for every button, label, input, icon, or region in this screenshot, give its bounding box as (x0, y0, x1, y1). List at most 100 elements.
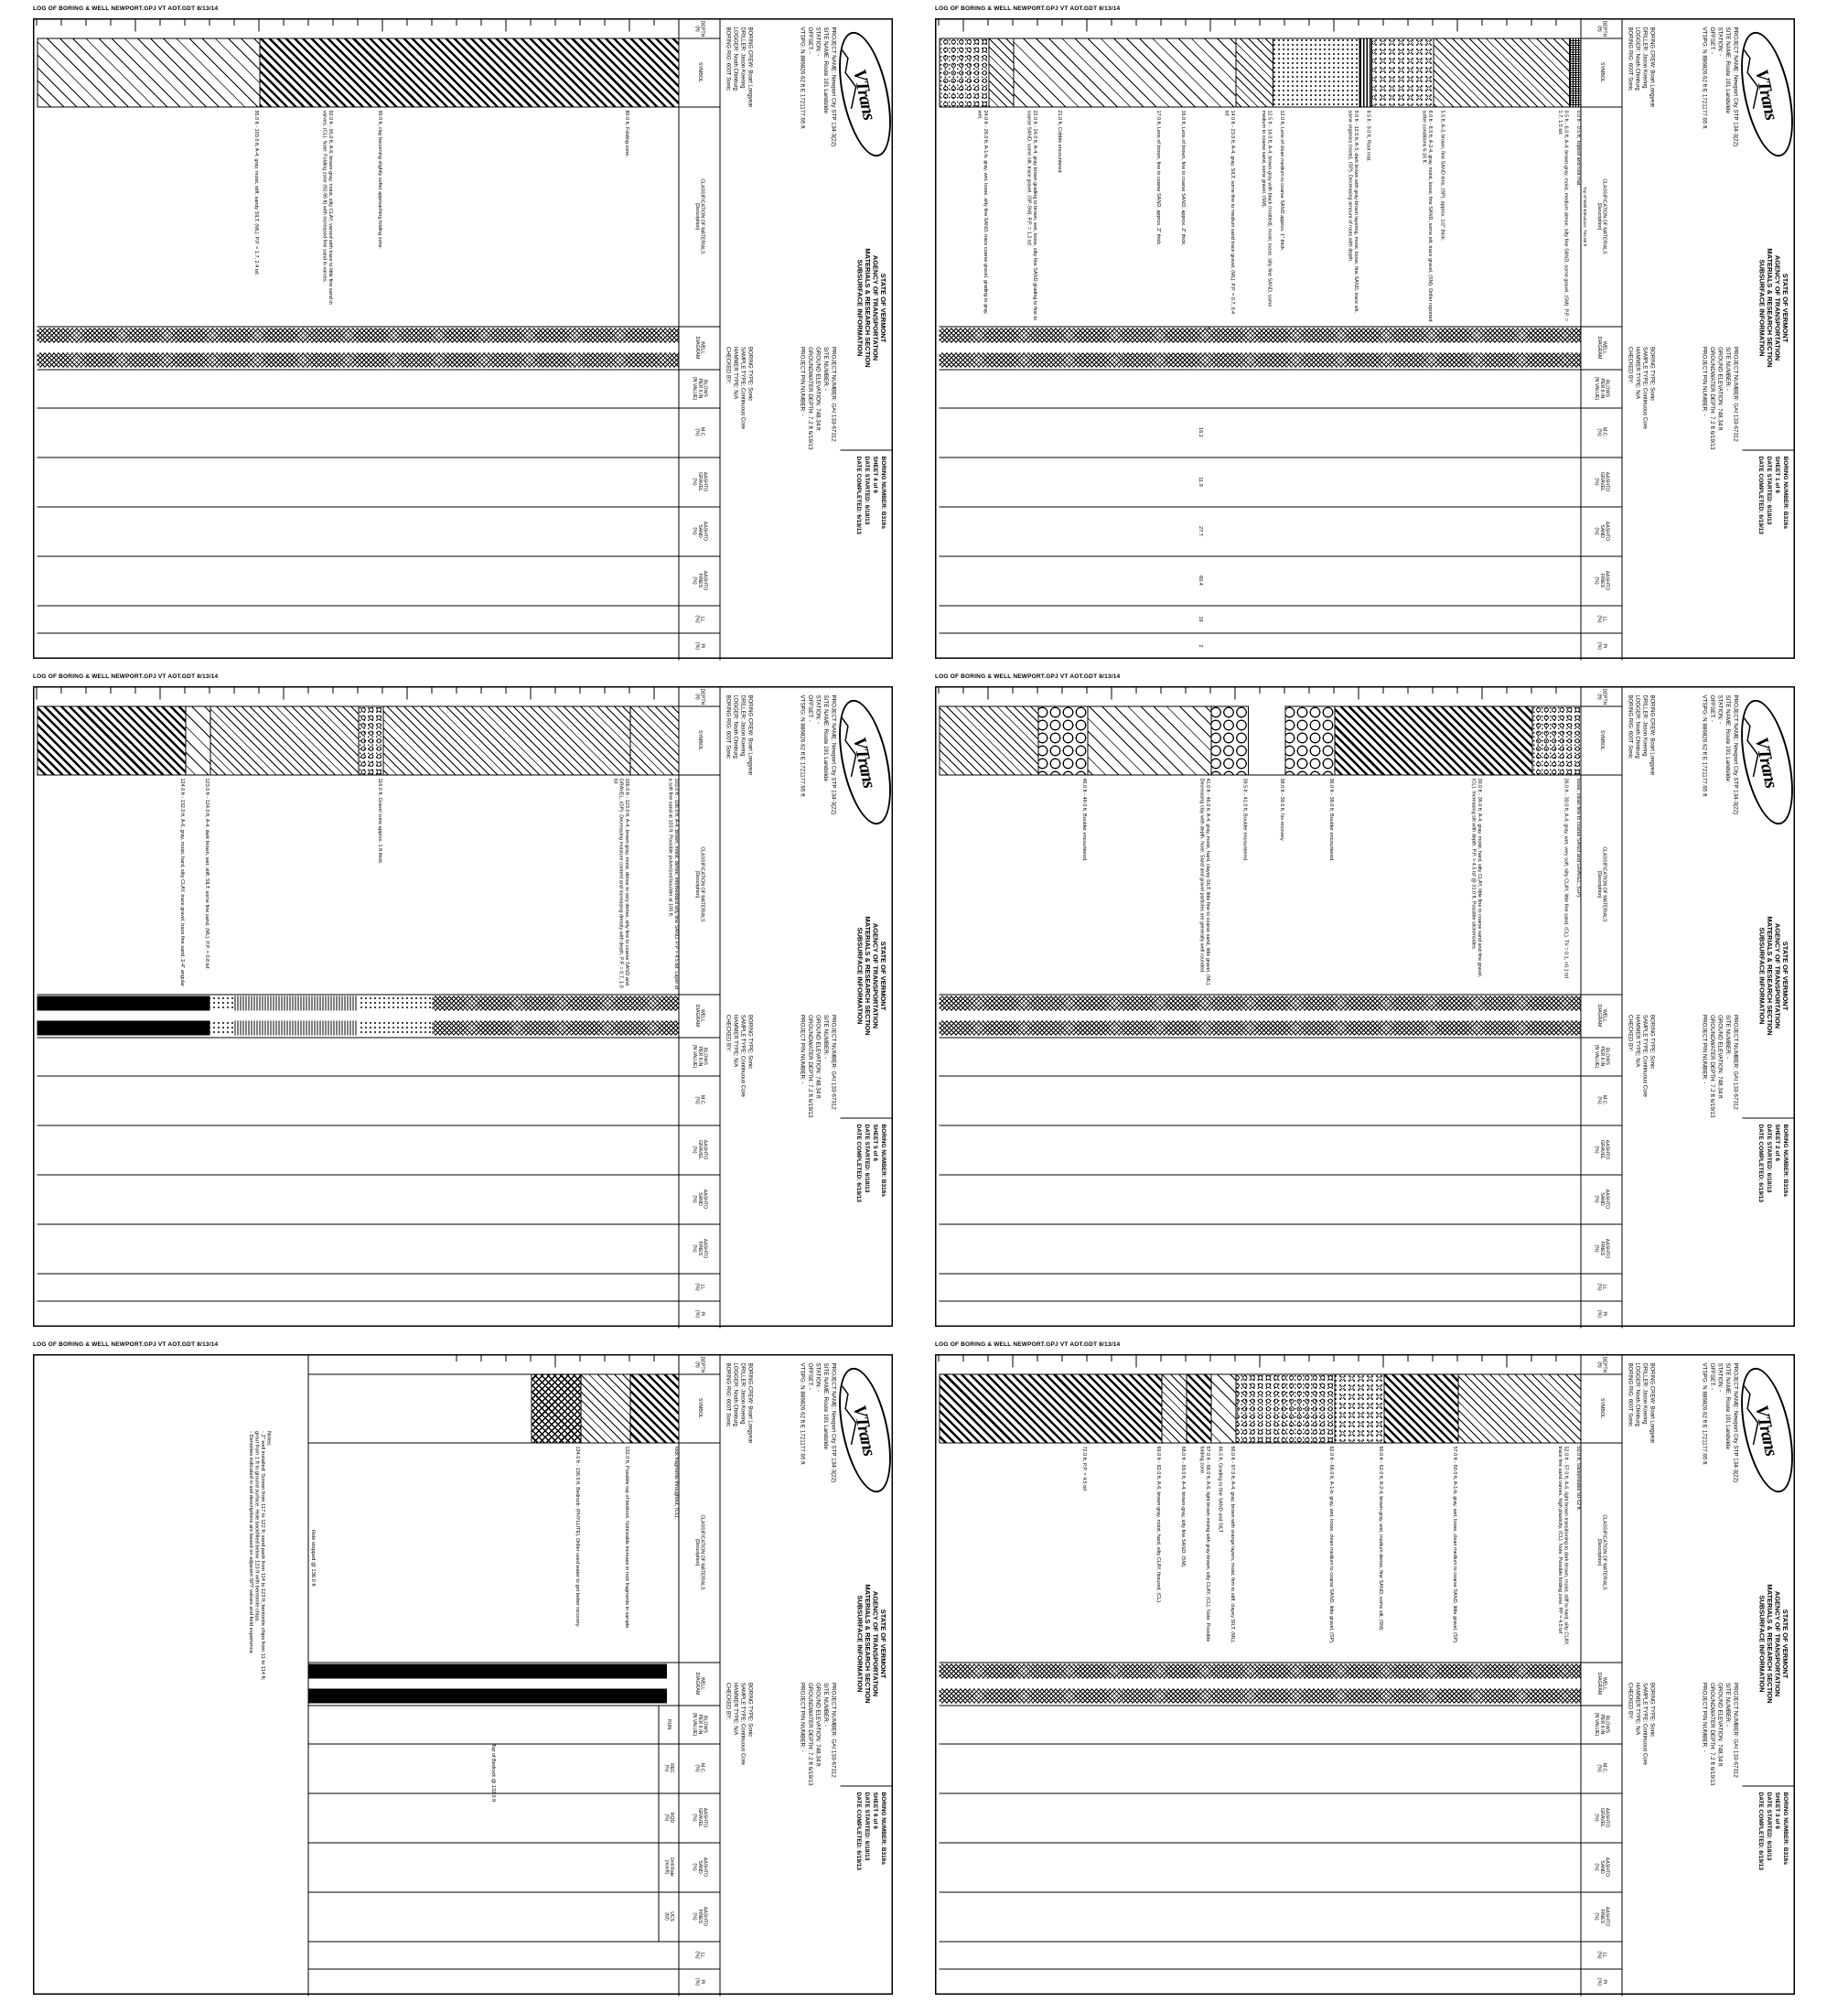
agency-heading-line: SUBSURFACE INFORMATION (1757, 927, 1767, 1025)
field-line: HAMMER TYPE: N/A (1635, 1015, 1641, 1068)
agency-heading-line: MATERIALS & RESEARCH SECTION (864, 916, 872, 1036)
boring-box-line: SHEET 1 of 6 (1774, 456, 1782, 493)
depth-tick (283, 19, 285, 26)
boring-box-line: DATE COMPLETED: 6/19/13 (855, 1124, 864, 1202)
field-line: STATION: - (815, 1362, 822, 1393)
title-block: VTrans STATE OF VERMONT AGENCY OF TRANSPO… (1623, 688, 1803, 1326)
stratum-description: 14.0 ft - 23.0 ft, A-4, gray, SILT, some… (1224, 110, 1236, 315)
depth-tick (530, 1355, 532, 1362)
depth-tick (1580, 687, 1582, 694)
column-rule (939, 1300, 1623, 1302)
depth-tick (1135, 687, 1137, 694)
column-rule (939, 1842, 1623, 1844)
stratum-symbol (1186, 1373, 1211, 1443)
depth-tick (1185, 687, 1187, 694)
stratum-symbol (1457, 1373, 1582, 1443)
crew-fields: BORING CREW: Boart Longyear DRILLER: Jaso… (725, 1363, 755, 1679)
field-line: HAMMER TYPE: N/A (733, 347, 739, 400)
boring-log-sheet: VTrans STATE OF VERMONT AGENCY OF TRANSPO… (33, 1354, 901, 1997)
boring-box-line: BORING NUMBER: B316s (880, 456, 888, 529)
field-line: HAMMER TYPE: N/A (733, 1683, 739, 1736)
field-line: GROUNDWATER DEPTH: 7.2 ft 6/19/13 (1709, 1683, 1716, 1786)
column-rule (939, 1174, 1623, 1176)
boring-log-sheet: VTrans STATE OF VERMONT AGENCY OF TRANSPO… (33, 686, 901, 1329)
sub-header-blows: RUN (658, 1705, 680, 1744)
log-page: VTrans STATE OF VERMONT AGENCY OF TRANSPO… (935, 1354, 1803, 1997)
mountain-icon (1737, 41, 1759, 110)
column-rule (37, 1223, 721, 1225)
agency-heading: STATE OF VERMONT AGENCY OF TRANSPORTATION… (1758, 839, 1789, 1114)
well-annulus-segment (939, 352, 1582, 368)
column-header-class: CLASSIFICATION OF MATERIALS (Description… (1582, 107, 1623, 327)
column-rule (939, 106, 1623, 108)
column-header-mc: M.C. (%) (694, 426, 706, 438)
depth-tick (1308, 687, 1310, 694)
column-header-sand: AASHTO SAND (%) (1594, 521, 1611, 542)
depth-tick (184, 687, 186, 694)
depth-tick (962, 19, 964, 32)
depth-tick (357, 687, 359, 694)
agency-heading-line: STATE OF VERMONT (1781, 1609, 1789, 1679)
depth-tick (1531, 19, 1532, 26)
column-header-blows: BLOWS PER 6 IN (N VALUE) (692, 1044, 709, 1069)
stratum-description: 46.0 ft - 48.0 ft, Boulder encountered. (1081, 778, 1088, 862)
column-rule (939, 605, 1623, 607)
column-rule (939, 1442, 1623, 1444)
depth-tick (159, 687, 161, 700)
column-header-mc: M.C. (%) (694, 1762, 706, 1774)
depth-tick (1432, 19, 1434, 26)
field-line: CHECKED BY: (725, 1015, 732, 1052)
plot-file-banner-text: LOG OF BORING & WELL NEWPORT.GPJ VT AOT.… (935, 5, 1121, 12)
number-fields: PROJECT NUMBER: GAI 133-67312 SITE NUMBER… (1701, 1015, 1740, 1317)
field-line: BORING RIG: 600T Sonic (725, 27, 732, 92)
field-line: GROUNDWATER DEPTH: 7.2 ft 6/19/13 (807, 347, 814, 450)
column-header-symbol: SYMBOL (1599, 62, 1606, 82)
well-annulus-segment (37, 328, 680, 343)
field-line: PROJECT NUMBER: GAI 133-67312 (831, 1015, 837, 1110)
agency-heading-line: SUBSURFACE INFORMATION (855, 927, 865, 1025)
project-fields: PROJECT NAME: Newport City STP 134-3(22)… (1701, 695, 1740, 1011)
title-block: VTrans STATE OF VERMONT AGENCY OF TRANSPO… (1623, 1356, 1803, 1994)
depth-tick (629, 19, 630, 32)
depth-tick (1037, 19, 1038, 26)
field-line: BORING RIG: 600T Sonic (1628, 694, 1634, 759)
stratum-symbol (1359, 38, 1371, 107)
stratum-symbol (382, 705, 630, 775)
column-header-well: WELL DIAGRAM (1596, 336, 1608, 360)
column-header-class: CLASSIFICATION OF MATERIALS (Description… (694, 846, 706, 922)
stratum-symbol (1210, 705, 1248, 775)
boring-box-line: DATE COMPLETED: 6/19/13 (1757, 1124, 1766, 1202)
agency-heading: STATE OF VERMONT AGENCY OF TRANSPORTATION… (856, 839, 887, 1114)
column-header-sand: AASHTO SAND (%) (692, 1857, 709, 1878)
field-line: OFFSET: - (807, 694, 814, 723)
stratum-symbol (939, 38, 989, 107)
depth-tick (1284, 1355, 1285, 1362)
depth-tick (1284, 19, 1285, 26)
stratum-description: 66.0 ft - 67.0 ft, A-4, gray, brown with… (1230, 1446, 1236, 1644)
column-rule (939, 994, 1623, 996)
column-rule (939, 407, 1623, 409)
depth-tick (1333, 19, 1335, 32)
column-header-gravel: AASHTO GRAVEL (%) (692, 1139, 709, 1160)
column-rule (37, 555, 721, 557)
depth-tick (1086, 19, 1088, 32)
depth-tick (233, 687, 235, 694)
field-line: GROUND ELEVATION: 748.34 ft (1717, 347, 1724, 431)
plot-file-banner-text: LOG OF BORING & WELL NEWPORT.GPJ VT AOT.… (935, 673, 1121, 680)
boring-log-sheet: VTrans STATE OF VERMONT AGENCY OF TRANSPO… (935, 1354, 1803, 1997)
stratum-symbol (210, 705, 359, 775)
column-rule (939, 1743, 1623, 1745)
field-line: VTSPG: N 886826.62 ft E 1721177.65 ft (800, 1362, 806, 1465)
column-header-pi: PI (%) (1596, 641, 1608, 651)
field-line: PROJECT PIN NUMBER: - (800, 347, 806, 416)
field-line: STATION: - (1717, 1362, 1724, 1393)
column-rule (939, 506, 1623, 508)
boring-box-line: SHEET 5 of 6 (872, 1124, 880, 1161)
depth-tick (1555, 19, 1557, 26)
field-line: PROJECT PIN NUMBER: - (800, 1015, 806, 1084)
stratum-symbol (259, 38, 680, 107)
field-line: PROJECT NAME: Newport City STP 134-3(22) (1733, 1362, 1739, 1483)
depth-tick (307, 19, 309, 26)
column-header-gravel: AASHTO GRAVEL (%) (692, 1807, 709, 1828)
